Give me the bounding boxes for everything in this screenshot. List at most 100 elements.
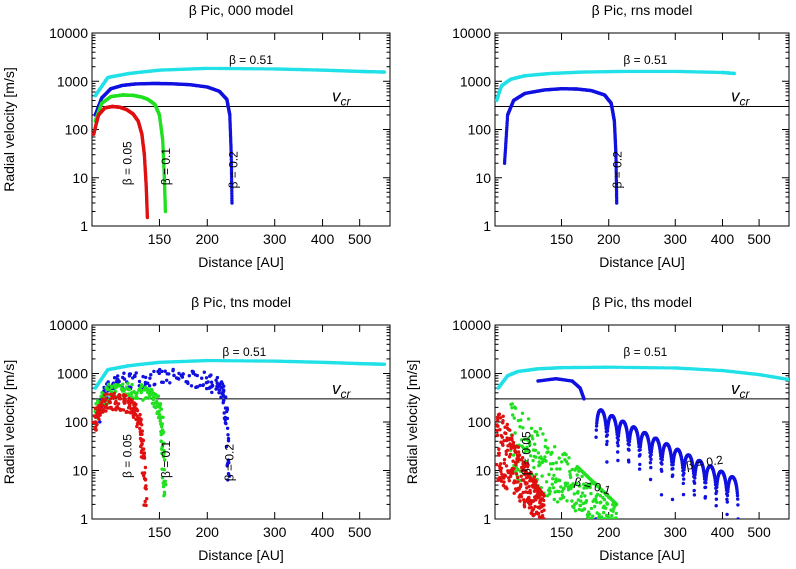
x-tick-label: 200 bbox=[196, 231, 220, 247]
series-1-point bbox=[225, 406, 229, 410]
series-3-point bbox=[104, 402, 109, 407]
vcr-subscript: cr bbox=[740, 387, 751, 401]
series-1-point bbox=[185, 380, 190, 384]
series-1-point bbox=[682, 471, 686, 476]
y-tick-label: 100 bbox=[65, 414, 89, 430]
series-1-point bbox=[163, 369, 167, 373]
series-1-point bbox=[230, 191, 234, 195]
series-1-point bbox=[229, 177, 234, 181]
series-1-point bbox=[735, 491, 739, 495]
series-1-point bbox=[211, 384, 215, 388]
series-3-point bbox=[505, 448, 510, 452]
series-1-point bbox=[230, 184, 234, 188]
series-3-point bbox=[542, 503, 546, 507]
y-tick-label: 1000 bbox=[460, 73, 491, 89]
series-3-point bbox=[117, 393, 122, 397]
series-3-point bbox=[495, 462, 499, 467]
x-axis-label: Distance [AU] bbox=[599, 254, 685, 270]
series-2-point bbox=[614, 511, 618, 516]
series-2-point bbox=[567, 456, 571, 460]
series-1-point bbox=[582, 397, 586, 401]
series-2-point bbox=[135, 391, 139, 395]
series-1-point bbox=[106, 380, 110, 384]
series-3-point bbox=[97, 417, 101, 421]
series-2-point bbox=[130, 382, 134, 387]
series-1-point bbox=[224, 421, 228, 426]
series-3-point bbox=[496, 424, 500, 428]
series-3-point bbox=[94, 428, 98, 432]
series-2-point bbox=[564, 453, 568, 457]
series-2-point bbox=[513, 406, 518, 410]
series-1-point bbox=[659, 493, 664, 497]
chart-panel-2: β Pic, rns model 1 10 100 1000 10000 150 200 300… bbox=[452, 2, 790, 270]
series-2-point bbox=[510, 406, 514, 410]
series-3-point bbox=[510, 433, 514, 437]
series-2-point bbox=[568, 473, 572, 477]
series-2-point bbox=[157, 409, 161, 413]
series-3-point bbox=[511, 459, 515, 463]
series-1-point bbox=[605, 442, 609, 447]
series-1-point bbox=[98, 420, 102, 424]
series-3-point bbox=[142, 454, 146, 459]
series-2-point bbox=[158, 419, 162, 423]
series-2-point bbox=[548, 486, 552, 490]
series-2-point bbox=[606, 514, 610, 519]
x-tick-label: 150 bbox=[550, 524, 574, 540]
series-1-point bbox=[638, 462, 642, 467]
series-3-point bbox=[133, 405, 137, 410]
series-1-point bbox=[165, 378, 169, 382]
series-3-point bbox=[142, 474, 146, 478]
x-tick-label: 500 bbox=[747, 524, 771, 540]
series-2-point bbox=[162, 492, 167, 496]
series-annotation: β = 0.51 bbox=[623, 53, 667, 67]
series-3-point bbox=[521, 460, 526, 464]
series-2-point bbox=[559, 460, 564, 464]
series-2-point bbox=[583, 483, 587, 487]
series-2-point bbox=[595, 492, 600, 497]
series-1-point bbox=[682, 477, 686, 481]
series-2-point bbox=[157, 413, 162, 417]
series-1-point bbox=[605, 439, 609, 444]
series-3-point bbox=[145, 215, 150, 220]
series-2-point bbox=[548, 489, 552, 494]
series-1-point bbox=[147, 384, 152, 388]
series-3-point bbox=[522, 505, 527, 509]
series-1-point bbox=[648, 477, 653, 482]
series-3-point bbox=[499, 462, 503, 466]
series-3-point bbox=[144, 487, 148, 491]
series-3-point bbox=[108, 400, 113, 405]
series-3-point bbox=[508, 452, 513, 457]
series-2-point bbox=[598, 494, 603, 498]
series-2-point bbox=[106, 382, 111, 387]
series-1-point bbox=[227, 474, 232, 478]
series-2-point bbox=[550, 450, 554, 455]
series-1-point bbox=[202, 370, 206, 374]
series-2-point bbox=[161, 484, 166, 489]
series-2-point bbox=[130, 395, 134, 399]
series-1-point bbox=[148, 376, 152, 380]
series-3-point bbox=[516, 480, 520, 484]
series-2-point bbox=[523, 450, 527, 454]
series-1-point bbox=[177, 377, 181, 381]
vcr-label: vcr bbox=[731, 379, 751, 401]
series-1-point bbox=[230, 201, 234, 205]
series-2-point bbox=[126, 381, 130, 385]
series-3-point bbox=[532, 475, 537, 479]
series-2-point bbox=[109, 384, 114, 388]
series-1-point bbox=[209, 373, 213, 377]
series-3-point bbox=[100, 399, 104, 404]
series-3-point bbox=[516, 450, 521, 454]
x-tick-label: 400 bbox=[711, 524, 735, 540]
series-1-point bbox=[195, 373, 199, 378]
series-3-point bbox=[516, 445, 521, 449]
series-2-point bbox=[558, 467, 562, 471]
series-1-point bbox=[725, 497, 729, 501]
x-tick-label: 300 bbox=[664, 524, 688, 540]
series-2-point bbox=[580, 474, 584, 479]
series-3-point bbox=[505, 487, 509, 491]
series-2-point bbox=[162, 452, 166, 456]
series-1-point bbox=[615, 201, 619, 205]
series-3-point bbox=[497, 412, 502, 416]
series-1-point bbox=[615, 441, 620, 445]
series-3-point bbox=[98, 411, 102, 415]
